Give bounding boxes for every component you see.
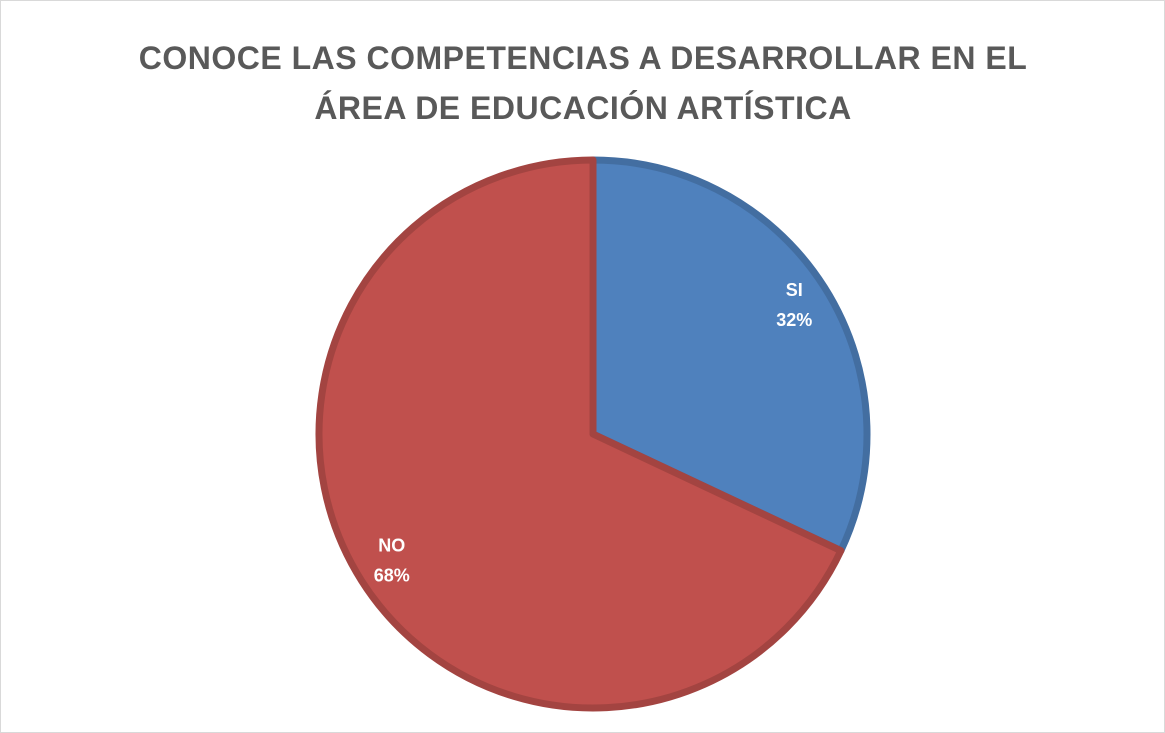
slice-value-label: 68% bbox=[374, 565, 410, 585]
slice-category-label: SI bbox=[786, 280, 803, 300]
slice-value-label: 32% bbox=[776, 310, 812, 330]
chart-title: CONOCE LAS COMPETENCIAS A DESARROLLAR EN… bbox=[138, 40, 1028, 126]
pie-slice bbox=[589, 156, 871, 555]
slice-category-label: NO bbox=[378, 535, 405, 555]
pie-slice bbox=[315, 156, 845, 712]
